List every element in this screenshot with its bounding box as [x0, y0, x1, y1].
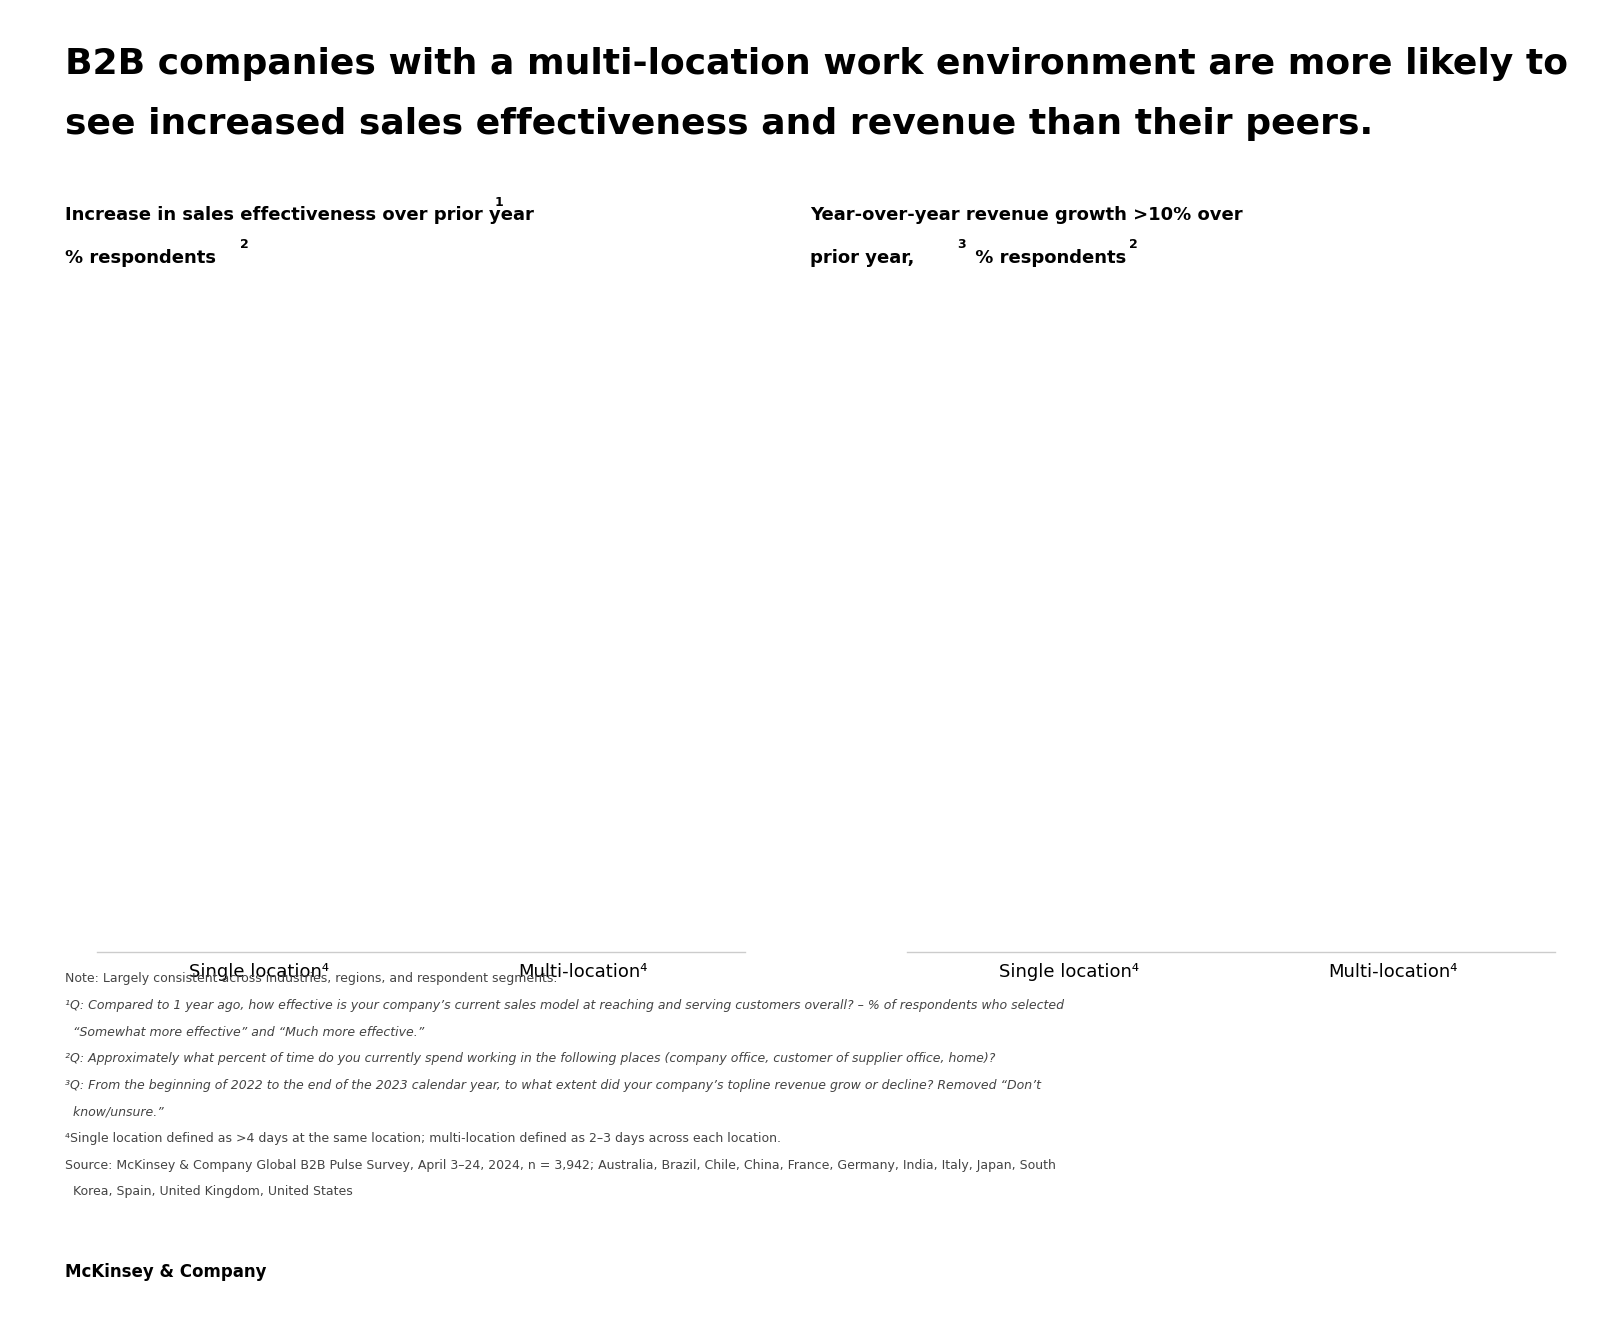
Text: Increase in sales effectiveness over prior year: Increase in sales effectiveness over pri… [65, 206, 533, 225]
Text: “Somewhat more effective” and “Much more effective.”: “Somewhat more effective” and “Much more… [65, 1026, 424, 1039]
Text: McKinsey & Company: McKinsey & Company [65, 1263, 266, 1281]
Text: 2: 2 [1129, 238, 1137, 252]
Text: ²Q: Approximately what percent of time do you currently spend working in the fol: ²Q: Approximately what percent of time d… [65, 1052, 995, 1066]
Text: 3: 3 [957, 238, 966, 252]
Text: ⁴Single location defined as >4 days at the same location; multi-location defined: ⁴Single location defined as >4 days at t… [65, 1132, 781, 1146]
Text: 1: 1 [494, 196, 502, 209]
Text: % respondents: % respondents [969, 249, 1126, 268]
Text: see increased sales effectiveness and revenue than their peers.: see increased sales effectiveness and re… [65, 107, 1372, 141]
Text: prior year,: prior year, [810, 249, 914, 268]
Text: know/unsure.”: know/unsure.” [65, 1106, 164, 1119]
Text: Note: Largely consistent across industries, regions, and respondent segments.: Note: Largely consistent across industri… [65, 972, 557, 986]
Text: Korea, Spain, United Kingdom, United States: Korea, Spain, United Kingdom, United Sta… [65, 1185, 353, 1199]
Text: % respondents: % respondents [65, 249, 215, 268]
Text: 2: 2 [240, 238, 248, 252]
Text: Source: McKinsey & Company Global B2B Pulse Survey, April 3–24, 2024, n = 3,942;: Source: McKinsey & Company Global B2B Pu… [65, 1159, 1056, 1172]
Text: ¹Q: Compared to 1 year ago, how effective is your company’s current sales model : ¹Q: Compared to 1 year ago, how effectiv… [65, 999, 1064, 1012]
Text: Year-over-year revenue growth >10% over: Year-over-year revenue growth >10% over [810, 206, 1243, 225]
Text: B2B companies with a multi-location work environment are more likely to: B2B companies with a multi-location work… [65, 47, 1568, 81]
Text: ³Q: From the beginning of 2022 to the end of the 2023 calendar year, to what ext: ³Q: From the beginning of 2022 to the en… [65, 1079, 1040, 1092]
